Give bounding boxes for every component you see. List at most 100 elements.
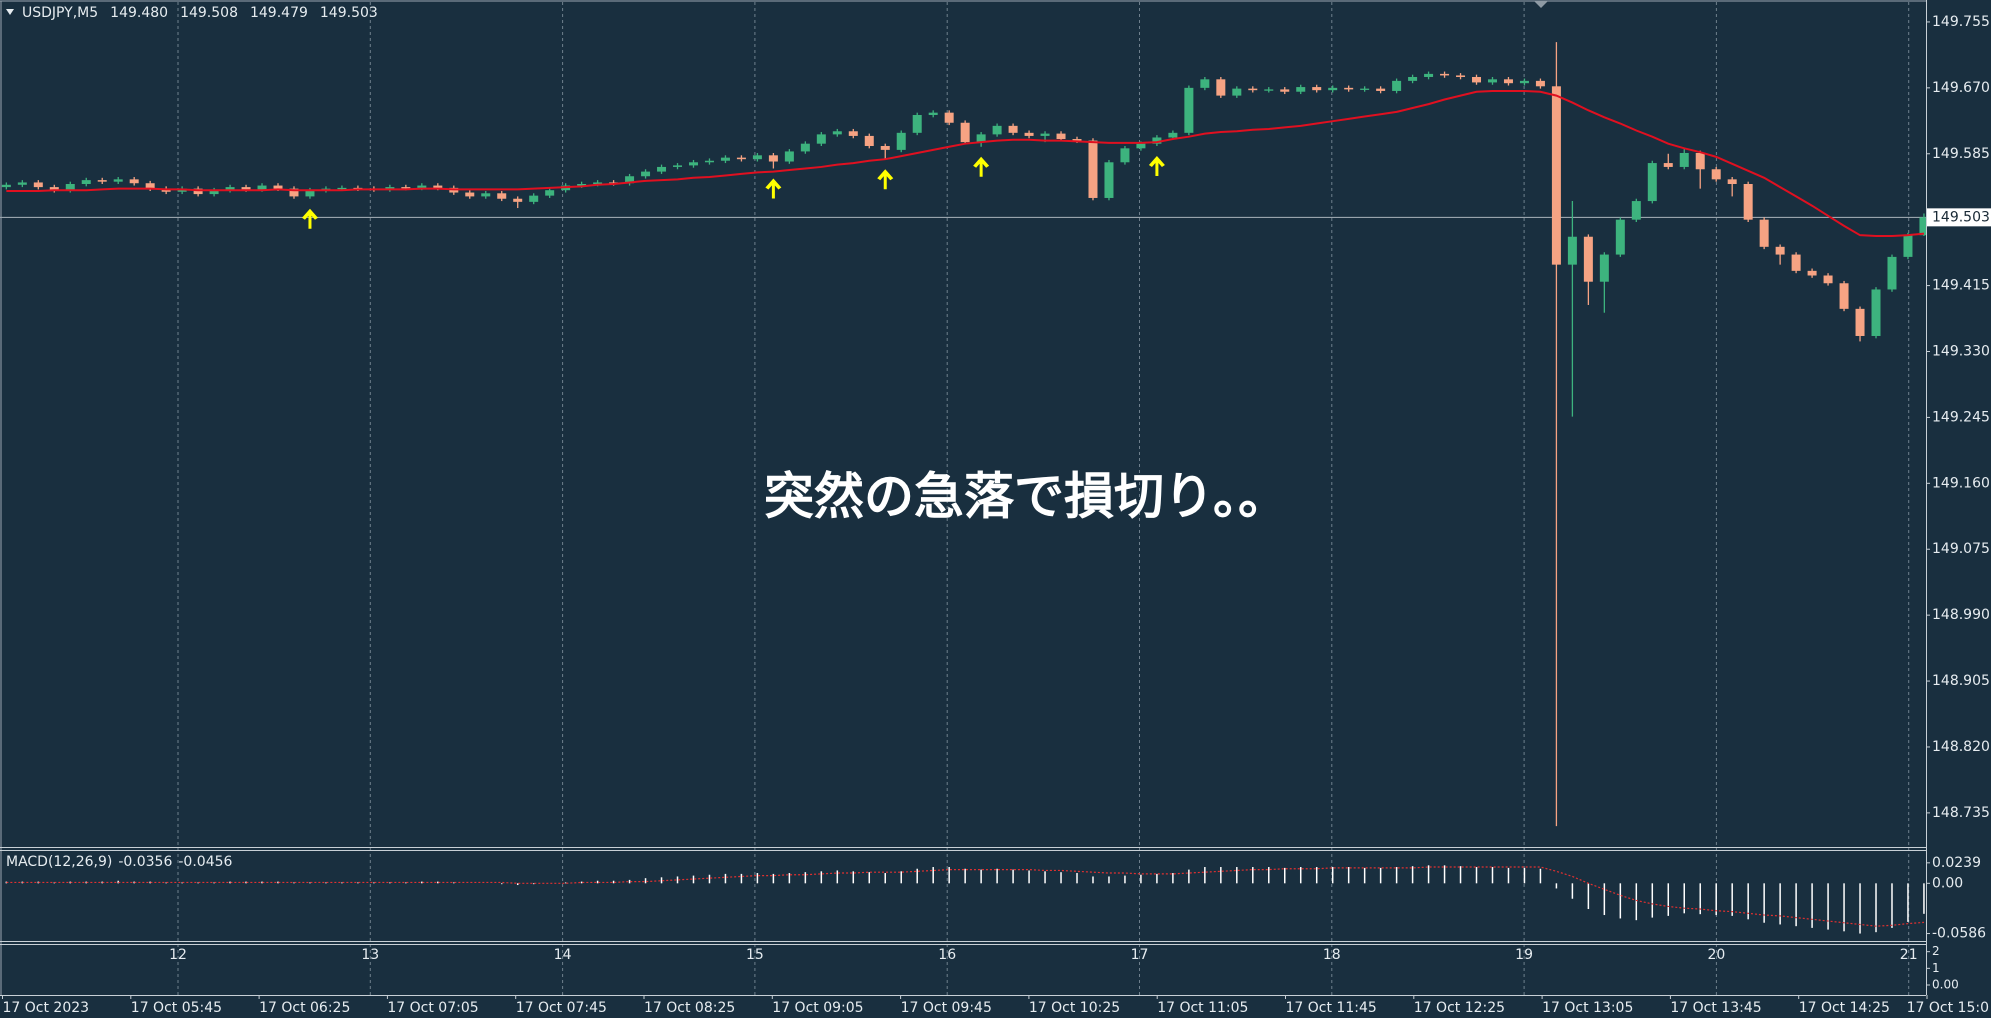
buy-arrow [765,178,782,199]
indicator-name: MACD(12,26,9) [6,854,112,870]
candle-body [1791,254,1801,271]
candle-body [1104,162,1114,198]
ohlc-value: 149.479 [250,5,308,21]
candle-body [513,198,523,202]
x-tick-label: 17 Oct 08:25 [644,1000,735,1016]
candle-body [1823,275,1833,284]
y-tick-label: 148.905 [1932,673,1990,689]
candle-body [81,180,91,185]
x-tick-label: 17 Oct 05:45 [131,1000,222,1016]
x-tick-label: 17 Oct 07:05 [387,1000,478,1016]
candle-body [1679,152,1689,167]
candle-body [1855,308,1865,336]
candle-body [65,184,75,191]
candle-body [1871,289,1881,336]
candle-body [1440,73,1450,76]
candle-body [1919,217,1926,236]
y-tick-label: 149.585 [1932,146,1990,162]
candle-body [1328,87,1338,91]
candle-body [1583,236,1593,282]
candle-body [625,176,635,184]
candle-body [1280,89,1290,92]
symbol-info: USDJPY,M5 149.480 149.508 149.479 149.503 [22,5,378,21]
candle-body [928,112,938,115]
candle-body [1408,76,1418,81]
hour-label: 18 [1323,947,1341,963]
x-tick-label: 17 Oct 12:25 [1414,1000,1505,1016]
candle-body [736,157,746,160]
y-tick-label: 0.00 [1932,978,1959,992]
candle-body [657,166,667,172]
x-tick-label: 17 Oct 2023 [3,1000,90,1016]
candle-body [1775,246,1785,255]
candle-body [241,187,251,190]
bid-label: 149.503 [1932,209,1990,225]
candle-body [1503,79,1513,84]
candle-body [97,180,107,182]
candle-body [257,185,267,190]
y-tick-label: 148.820 [1932,739,1990,755]
candle-body [289,188,299,197]
candle-body [1264,89,1274,91]
candle-body [1807,270,1817,276]
hour-label: 21 [1900,947,1918,963]
axes: 149.755 149.670 149.585 149.415 149.330 149.2… [2,14,1991,1016]
y-tick-label: 149.075 [1932,541,1990,557]
candle-body [593,182,603,185]
candle-body [704,160,714,163]
candle-body [912,114,922,133]
x-tick-label: 17 Oct 06:25 [259,1000,350,1016]
candle-body [1599,254,1609,282]
candle-body [1839,283,1849,309]
candle-body [992,125,1002,135]
x-tick-label: 17 Oct 13:45 [1670,1000,1761,1016]
candle-body [768,155,778,162]
menu-triangle[interactable] [6,9,14,15]
x-tick-label: 17 Oct 07:45 [516,1000,607,1016]
candle-body [1216,79,1226,96]
candle-body [1008,125,1018,133]
candle-body [417,185,427,188]
candle-body [800,143,810,152]
candle-body [305,190,315,197]
candle-body [720,157,730,161]
candle-body [816,134,826,144]
buy-arrow [973,156,990,177]
candle-body [1647,163,1657,202]
candle-body [225,187,235,191]
y-tick-label: 1 [1932,961,1940,975]
x-tick-label: 17 Oct 13:05 [1542,1000,1633,1016]
moving-average [6,89,1925,237]
candle-body [49,187,59,191]
candle-body [545,190,555,196]
indicator-value: -0.0356 [118,854,172,870]
macd-info: MACD(12,26,9) -0.0356 -0.0456 [6,854,233,870]
candle-body [1184,87,1194,133]
x-tick-label: 17 Oct 11:45 [1286,1000,1377,1016]
candle-body [960,122,970,143]
candle-body [1376,88,1386,91]
candle-body [1903,235,1913,257]
candle-body [1088,140,1098,198]
candle-body [433,185,443,188]
candle-body [1120,148,1130,163]
candle-body [1072,139,1082,141]
hour-label: 15 [746,947,764,963]
candle-body [1519,80,1529,84]
y-tick-label: 149.670 [1932,80,1990,96]
y-tick-label: 2 [1932,944,1940,958]
candle-body [1695,152,1705,170]
y-tick-label: 0.00 [1932,875,1963,891]
candle-body [577,184,587,186]
candle-body [113,179,123,182]
candle-body [1567,236,1577,265]
hour-label: 16 [938,947,956,963]
candle-body [33,182,43,188]
candle-body [1152,137,1162,144]
candle-body [1296,87,1306,92]
candle-body [1551,86,1561,265]
candle-body [784,151,794,162]
